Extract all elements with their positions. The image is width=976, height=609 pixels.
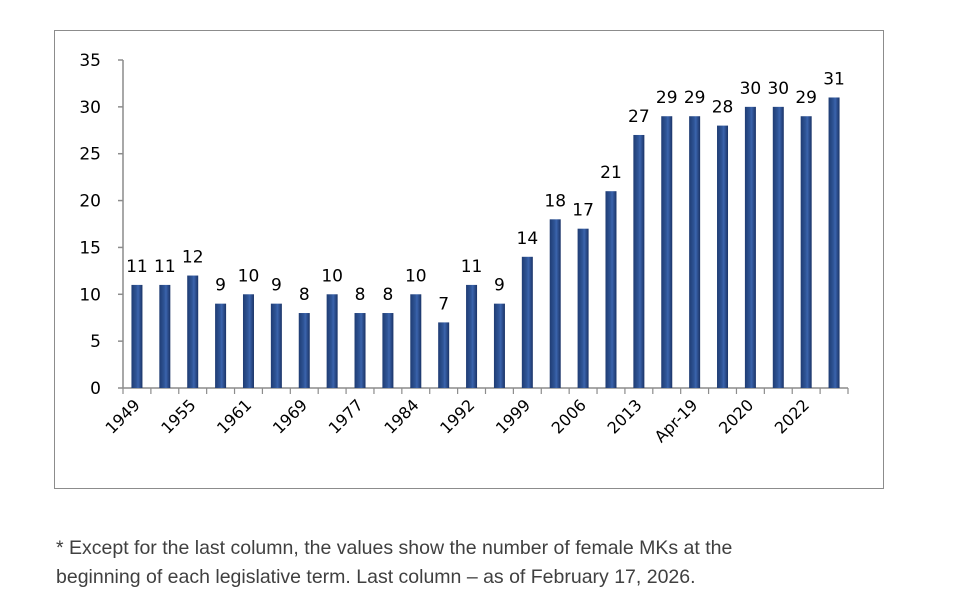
x-tick-label: 2013	[603, 395, 645, 437]
x-tick-label: Apr-19	[651, 395, 702, 446]
y-tick-label: 25	[79, 145, 101, 165]
x-tick-label: 1969	[269, 395, 311, 437]
x-tick-label: 1961	[213, 395, 255, 437]
y-tick-label: 30	[79, 98, 101, 118]
data-label: 9	[271, 276, 282, 296]
bar	[159, 284, 171, 388]
data-label: 29	[684, 88, 706, 108]
x-tick-label: 1999	[492, 395, 534, 437]
y-axis: 0 5 10 15 20 25 30 35	[79, 51, 124, 399]
bar	[354, 313, 366, 388]
data-label: 30	[740, 79, 762, 99]
bar	[493, 303, 505, 388]
x-tick-label: 2020	[715, 395, 757, 437]
bar	[521, 256, 533, 388]
data-label: 11	[461, 257, 483, 277]
footnote-line-1: * Except for the last column, the values…	[56, 537, 733, 559]
bar	[438, 322, 450, 388]
bar	[326, 294, 338, 388]
data-label: 11	[126, 257, 148, 277]
data-label: 8	[355, 285, 366, 305]
y-tick-label: 15	[79, 238, 101, 258]
data-label: 8	[382, 285, 393, 305]
x-tick-label: 1955	[157, 395, 199, 437]
bars	[131, 97, 840, 388]
bar	[382, 313, 394, 388]
data-label: 10	[238, 266, 260, 286]
data-label: 10	[405, 266, 427, 286]
data-label: 7	[438, 294, 449, 314]
bar	[298, 313, 310, 388]
data-label: 8	[299, 285, 310, 305]
bar	[633, 134, 645, 388]
bar	[577, 228, 589, 388]
data-label: 21	[600, 163, 622, 183]
bar	[717, 125, 729, 388]
y-tick-label: 0	[90, 379, 101, 399]
y-tick-label: 35	[79, 51, 101, 71]
data-label: 12	[182, 248, 204, 268]
x-axis	[122, 387, 849, 394]
data-label: 18	[544, 191, 566, 211]
bar	[828, 97, 840, 388]
data-label: 9	[215, 276, 226, 296]
data-label: 28	[712, 98, 734, 118]
x-tick-label: 1977	[325, 395, 367, 437]
x-tick-label: 1984	[380, 395, 422, 437]
x-tick-label: 1949	[102, 395, 144, 437]
bar	[466, 284, 478, 388]
data-label: 10	[321, 266, 343, 286]
bar	[549, 219, 561, 388]
x-tick-label: 2022	[771, 395, 813, 437]
footnote-line-2: beginning of each legislative term. Last…	[56, 566, 696, 588]
bar	[689, 116, 701, 388]
data-label: 27	[628, 107, 650, 127]
bar	[772, 106, 784, 388]
data-label: 29	[656, 88, 678, 108]
data-label: 11	[154, 257, 176, 277]
footnote: * Except for the last column, the values…	[56, 534, 936, 592]
bar	[215, 303, 227, 388]
x-tick-label: 1992	[436, 395, 478, 437]
bar	[131, 284, 143, 388]
x-tick-labels: 1949 1955 1961 1969 1977 1984 1992 1999 2006 2013…	[102, 395, 813, 446]
data-label: 14	[517, 229, 539, 249]
bar	[242, 294, 254, 388]
data-label: 31	[823, 69, 845, 89]
bar	[800, 116, 812, 388]
bar	[187, 275, 199, 388]
x-tick-label: 2006	[548, 395, 590, 437]
bar	[661, 116, 673, 388]
bar	[744, 106, 756, 388]
y-tick-label: 10	[79, 285, 101, 305]
bar	[605, 191, 617, 388]
data-label: 17	[572, 201, 594, 221]
y-tick-label: 5	[90, 332, 101, 352]
data-label: 30	[767, 79, 789, 99]
data-label: 29	[795, 88, 817, 108]
data-label: 9	[494, 276, 505, 296]
bar	[410, 294, 422, 388]
y-tick-label: 20	[79, 192, 101, 212]
bar	[270, 303, 282, 388]
